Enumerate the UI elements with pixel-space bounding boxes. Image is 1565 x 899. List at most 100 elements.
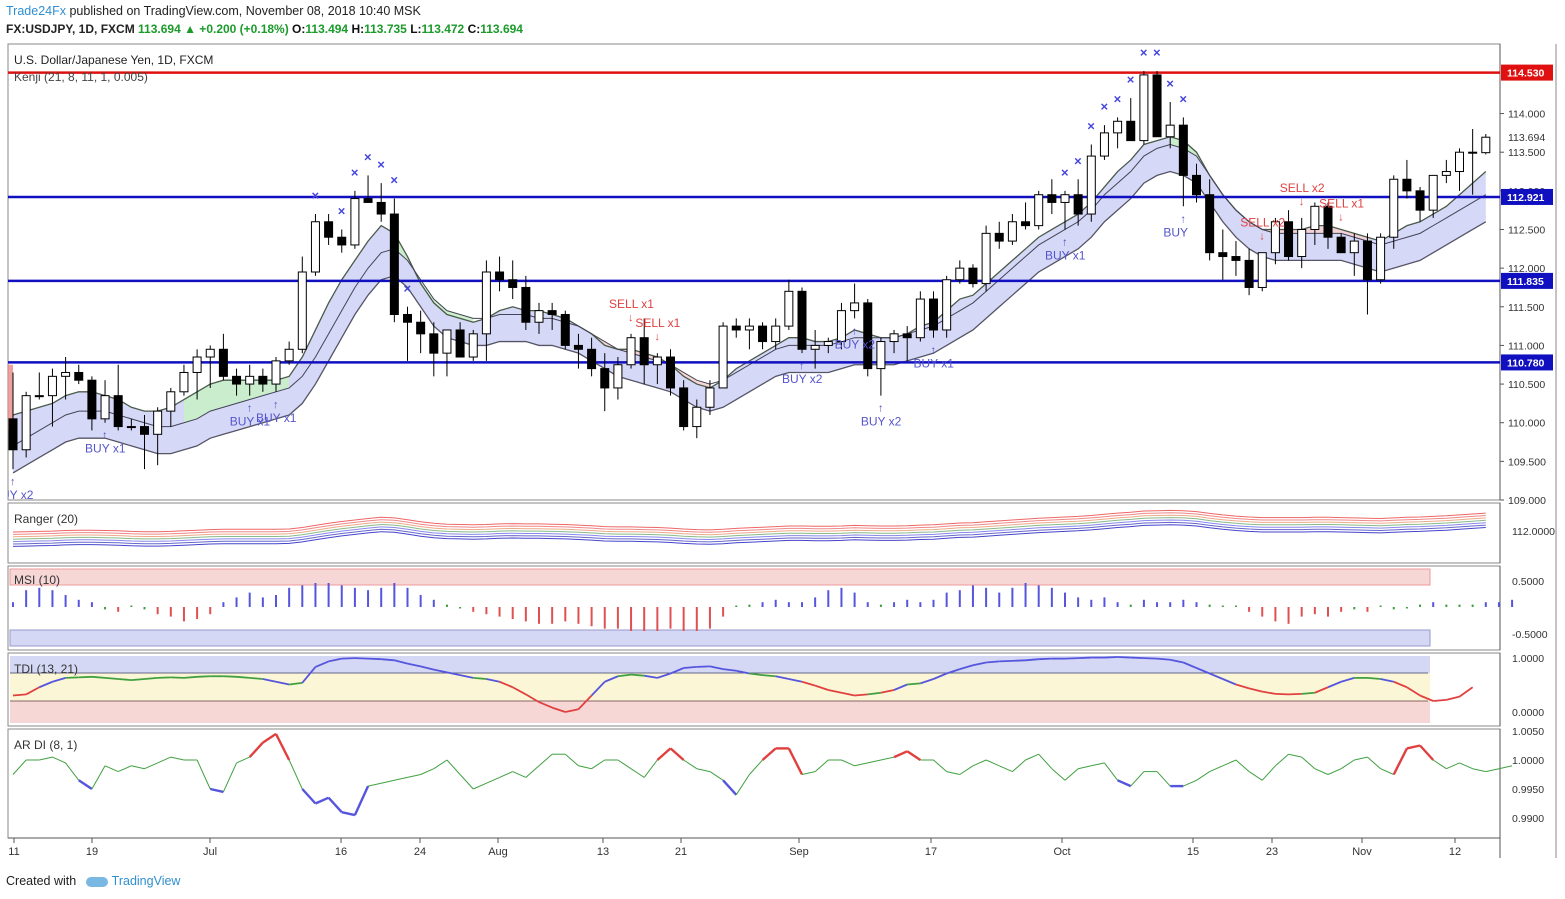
- candle-down: [1218, 252, 1228, 258]
- candle-down: [929, 298, 938, 331]
- candle-down: [679, 387, 689, 428]
- time-tick-label: 16: [335, 846, 347, 858]
- low-value: 113.472: [421, 22, 465, 36]
- candle-down: [587, 348, 597, 370]
- candle-up: [1389, 178, 1399, 238]
- candle-up: [1257, 252, 1267, 288]
- tdi-segment: [499, 680, 514, 689]
- kenji-zone: [591, 333, 710, 388]
- ardi-segment: [353, 785, 370, 816]
- tdi-segment: [801, 680, 816, 687]
- tdi-segment: [775, 675, 790, 680]
- candle-up: [626, 337, 636, 366]
- ardi-segment: [669, 747, 685, 761]
- candle-up: [876, 341, 886, 370]
- tdi-segment: [1275, 692, 1289, 696]
- ardi-segment: [1038, 753, 1053, 770]
- ardi-tick-label: 1.0000: [1512, 755, 1544, 767]
- ardi-segment: [52, 756, 66, 764]
- tdi-segment: [368, 657, 382, 661]
- candle-up: [744, 325, 754, 331]
- candle-down: [994, 232, 1004, 242]
- buy-arrow-icon: ↑: [10, 476, 16, 488]
- brand-name[interactable]: Trade24Fx: [6, 4, 66, 18]
- candle-down: [1178, 124, 1188, 176]
- candle-up: [889, 333, 899, 343]
- cross-signal-icon: ×: [1153, 45, 1161, 60]
- tdi-segment: [1327, 680, 1342, 689]
- tdi-segment: [986, 660, 1000, 664]
- indicator-label: Kenji (21, 8, 11, 1, 0.005): [14, 70, 148, 84]
- cross-signal-icon: ×: [390, 173, 398, 188]
- cross-signal-icon: ×: [311, 188, 319, 203]
- candle-down: [337, 236, 347, 246]
- tdi-segment: [1038, 657, 1052, 661]
- candle-down: [600, 368, 610, 389]
- tdi-segment: [1196, 667, 1210, 675]
- ardi-segment: [1485, 768, 1500, 773]
- tdi-segment: [381, 658, 395, 662]
- tdi-segment: [854, 693, 868, 697]
- tradingview-link[interactable]: TradingView: [111, 874, 181, 888]
- candle-down: [376, 201, 386, 215]
- candle-up: [810, 344, 820, 350]
- candle-up: [179, 371, 189, 393]
- created-with-label: Created with: [6, 874, 77, 888]
- cross-signal-icon: ×: [364, 149, 372, 164]
- tdi-segment: [1262, 690, 1276, 695]
- ardi-segment: [1406, 744, 1421, 750]
- candle-up: [1034, 194, 1044, 227]
- time-tick-label: Oct: [1053, 846, 1070, 858]
- tdi-segment: [920, 678, 934, 685]
- candle-down: [495, 271, 505, 281]
- price-tick-label: 110.500: [1508, 379, 1545, 391]
- candle-up: [1297, 228, 1307, 258]
- level-badge: [1501, 272, 1553, 289]
- ardi-segment: [972, 759, 987, 767]
- time-tick-label: 12: [1449, 846, 1461, 858]
- tdi-segment: [78, 675, 92, 679]
- buy-signal-label: BUY x1: [914, 357, 955, 371]
- candle-up: [981, 232, 991, 285]
- low-label: L:: [410, 22, 422, 36]
- price-tick-label: 112.000: [1508, 263, 1545, 275]
- kenji-slow-line: [12, 143, 1487, 447]
- ardi-segment: [999, 765, 1013, 773]
- sell-arrow-icon: ↓: [1299, 196, 1305, 208]
- ardi-segment: [367, 782, 382, 787]
- ardi-segment: [656, 747, 672, 761]
- ardi-segment: [709, 771, 724, 781]
- tdi-segment: [630, 673, 645, 677]
- candle-down: [560, 314, 570, 346]
- candle-down: [666, 356, 675, 389]
- ranger-line: [12, 514, 1486, 538]
- ardi-segment: [512, 771, 527, 778]
- buy-arrow-icon: ↑: [247, 403, 253, 415]
- candle-up: [784, 290, 794, 327]
- tdi-segment: [907, 682, 921, 686]
- msi-lower-band: [9, 629, 1431, 647]
- tdi-segment: [512, 686, 527, 696]
- ardi-segment: [170, 756, 185, 761]
- ardi-segment: [683, 759, 698, 770]
- tdi-segment: [38, 680, 53, 689]
- tdi-segment: [788, 678, 803, 683]
- candle-up: [915, 298, 925, 339]
- candle-up: [481, 271, 491, 335]
- candle-down: [758, 325, 768, 343]
- candle-up: [1349, 240, 1359, 254]
- ardi-segment: [1392, 747, 1408, 776]
- tradingview-logo-icon: [85, 876, 108, 887]
- tdi-segment: [91, 675, 106, 679]
- candle-down: [1073, 194, 1083, 215]
- candle-down: [403, 314, 412, 323]
- tdi-segment: [1419, 694, 1434, 702]
- tdi-segment: [762, 674, 776, 678]
- candle-down: [1336, 236, 1346, 254]
- tdi-segment: [999, 659, 1013, 663]
- time-tick-label: 11: [8, 846, 19, 858]
- ardi-segment: [473, 782, 487, 790]
- candle-down: [1021, 221, 1031, 227]
- candle-down: [8, 418, 18, 451]
